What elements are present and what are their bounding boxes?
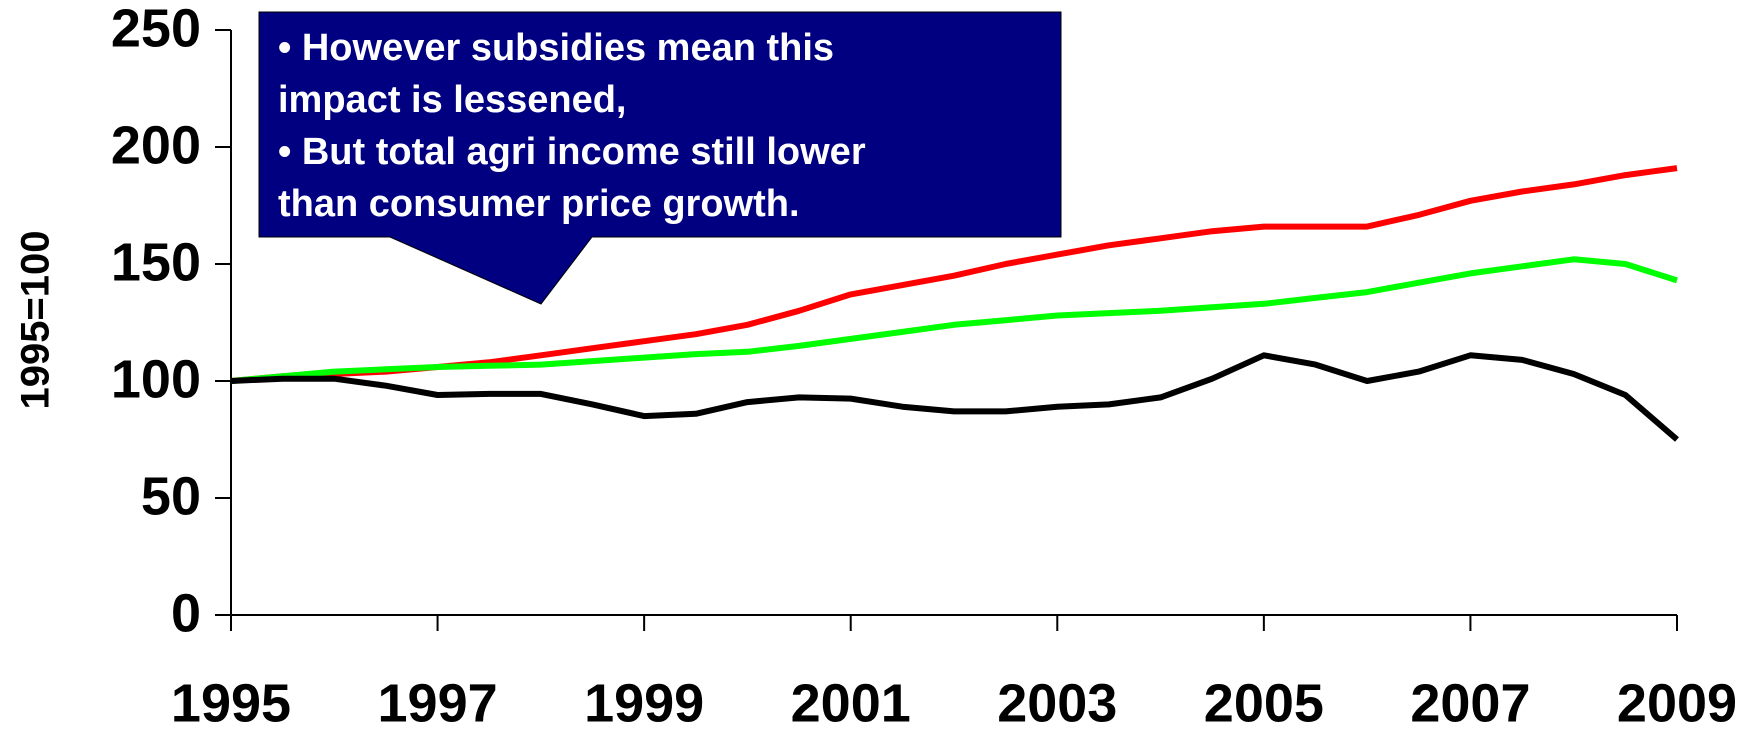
annotation-line: • But total agri income still lower <box>278 131 866 173</box>
y-tick-label: 50 <box>141 466 201 526</box>
x-tick-label: 2003 <box>997 673 1117 733</box>
x-tick-label: 2007 <box>1410 673 1530 733</box>
x-tick-label: 2001 <box>791 673 911 733</box>
y-tick-label: 100 <box>111 349 201 409</box>
x-tick-label: 1999 <box>584 673 704 733</box>
y-tick-label: 150 <box>111 232 201 292</box>
series-line <box>230 352 1679 442</box>
y-tick-label: 250 <box>111 0 201 58</box>
callout: • However subsidies mean this impact is … <box>258 11 1062 305</box>
annotation-line: • However subsidies mean this <box>278 27 834 69</box>
y-tick-label: 200 <box>111 115 201 175</box>
y-axis-label: 1995=100 <box>14 230 58 409</box>
callout-box <box>258 11 1062 305</box>
annotation-line: impact is lessened, <box>278 79 627 121</box>
x-tick-label: 2005 <box>1204 673 1324 733</box>
x-tick-label: 1997 <box>378 673 498 733</box>
x-tick-label: 2009 <box>1617 673 1737 733</box>
x-tick-label: 1995 <box>171 673 291 733</box>
annotation-line: than consumer price growth. <box>278 183 800 225</box>
series-line <box>230 256 1678 384</box>
y-tick-label: 0 <box>171 583 201 643</box>
